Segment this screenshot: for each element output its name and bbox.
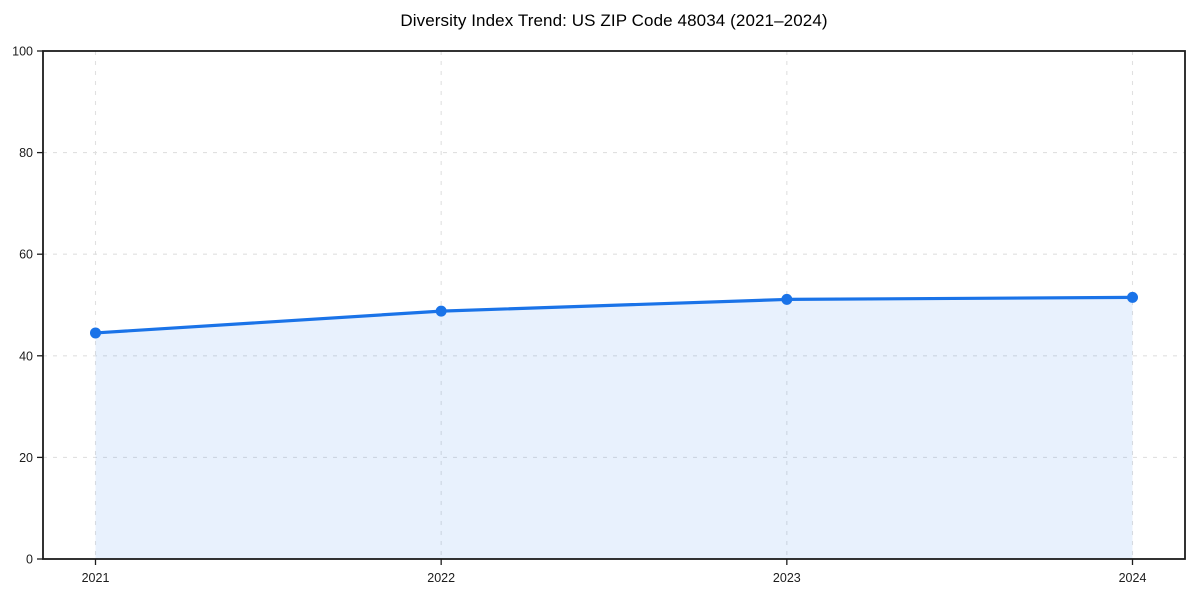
data-point-marker: [90, 327, 101, 339]
y-tick-label: 0: [26, 553, 33, 567]
chart-title: Diversity Index Trend: US ZIP Code 48034…: [400, 11, 828, 30]
y-tick-label: 60: [19, 248, 33, 262]
x-tick-label: 2022: [427, 571, 455, 585]
data-point-marker: [1127, 291, 1138, 303]
trend-line: [93, 295, 1135, 335]
plot-border: [42, 50, 1186, 560]
area-fill: [95, 297, 1133, 559]
data-point-marker: [781, 293, 793, 305]
x-tick-label: 2024: [1119, 571, 1147, 585]
x-tick-label: 2021: [82, 571, 110, 585]
data-point-marker: [435, 305, 447, 317]
y-tick-label: 40: [19, 349, 33, 363]
y-tick-label: 80: [19, 146, 33, 160]
x-tick-label: 2023: [773, 571, 801, 585]
y-tick-label: 20: [19, 451, 33, 465]
y-tick-label: 100: [12, 45, 33, 59]
